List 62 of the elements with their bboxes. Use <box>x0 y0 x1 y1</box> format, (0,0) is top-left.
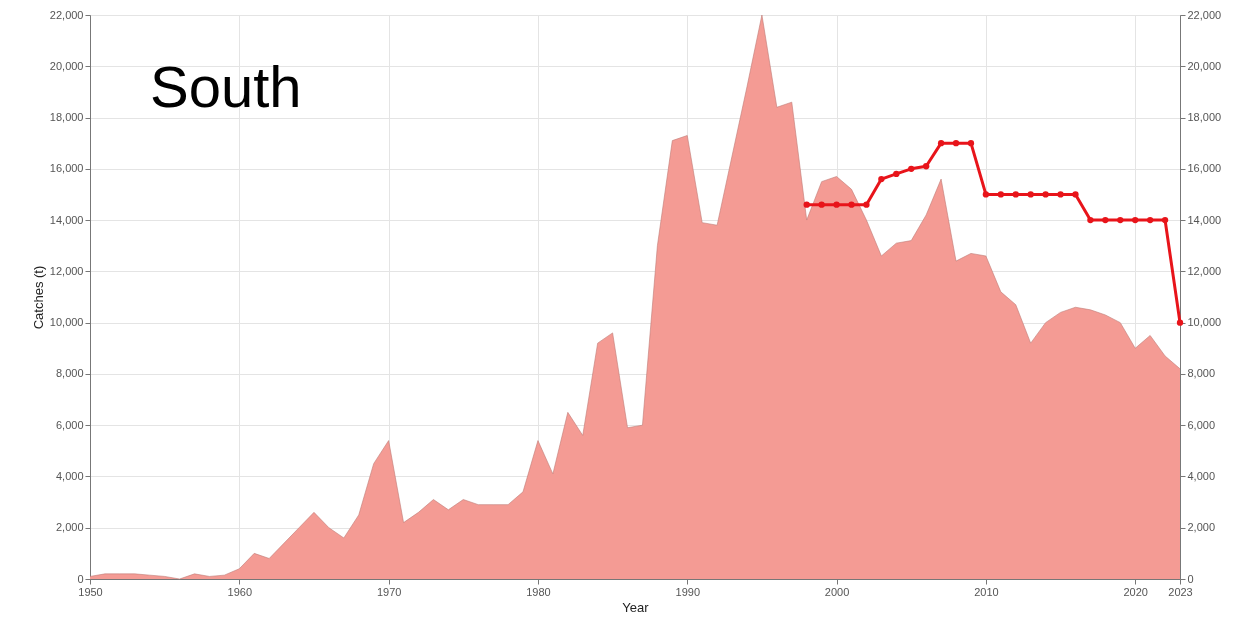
point <box>803 201 810 208</box>
point <box>923 163 930 170</box>
y2-tick-label: 8,000 <box>1187 367 1216 380</box>
y-tick-label: 16,000 <box>49 162 84 175</box>
point <box>1027 191 1034 198</box>
x-tick-label: 2000 <box>824 585 850 598</box>
x-tick-label: 1990 <box>675 585 700 598</box>
point <box>1012 191 1019 198</box>
y-tick-label: 6,000 <box>55 418 84 431</box>
y2-tick-label: 6,000 <box>1187 418 1216 431</box>
x-tick-label: 1950 <box>78 585 103 598</box>
point <box>878 175 885 183</box>
y-tick-label: 2,000 <box>55 521 84 534</box>
x-tick-label: 1970 <box>376 585 402 598</box>
y-tick-label: 20,000 <box>49 59 84 72</box>
y2-tick-label: 0 <box>1187 572 1194 585</box>
point <box>1132 216 1139 224</box>
y-tick-label: 0 <box>77 572 84 585</box>
y-tick-label: 18,000 <box>49 111 84 124</box>
y2-tick-label: 18,000 <box>1187 111 1222 124</box>
point <box>893 170 900 178</box>
point <box>1176 319 1184 326</box>
y-tick-label: 8,000 <box>55 367 84 380</box>
point <box>997 191 1004 198</box>
point <box>1087 216 1094 224</box>
y-axis-title: Catches (t) <box>30 265 46 330</box>
point <box>1072 191 1079 198</box>
x-tick-label: 2023 <box>1168 585 1193 598</box>
x-tick-label: 1980 <box>526 585 551 598</box>
point <box>952 140 960 147</box>
y2-tick-label: 20,000 <box>1187 59 1222 72</box>
point <box>833 201 840 208</box>
y-tick-label: 4,000 <box>55 469 84 482</box>
point <box>1117 216 1124 224</box>
y2-tick-label: 4,000 <box>1187 469 1216 482</box>
point <box>818 201 825 208</box>
point <box>967 140 975 147</box>
y2-tick-label: 22,000 <box>1187 8 1222 21</box>
point <box>937 140 945 147</box>
x-axis-title: Year <box>622 599 650 615</box>
y2-tick-label: 14,000 <box>1187 213 1222 226</box>
x-tick-label: 2010 <box>974 585 999 598</box>
y2-tick-label: 2,000 <box>1187 521 1216 534</box>
point <box>848 201 855 208</box>
x-tick-label: 1960 <box>227 585 253 598</box>
point <box>863 201 870 208</box>
x-tick-label: 2020 <box>1123 585 1148 598</box>
y2-tick-label: 12,000 <box>1187 264 1222 277</box>
text: South <box>150 54 302 119</box>
point <box>1161 216 1169 224</box>
y2-tick-label: 16,000 <box>1187 162 1222 175</box>
y-tick-label: 12,000 <box>49 264 84 277</box>
y2-tick-label: 10,000 <box>1187 316 1222 329</box>
y-tick-label: 22,000 <box>49 8 84 21</box>
point <box>1042 191 1049 198</box>
point <box>1146 216 1154 224</box>
point <box>908 165 915 172</box>
point <box>1057 191 1064 198</box>
point <box>982 191 990 198</box>
point <box>1102 216 1109 224</box>
y-tick-label: 14,000 <box>49 213 84 226</box>
y-tick-label: 10,000 <box>49 316 84 329</box>
